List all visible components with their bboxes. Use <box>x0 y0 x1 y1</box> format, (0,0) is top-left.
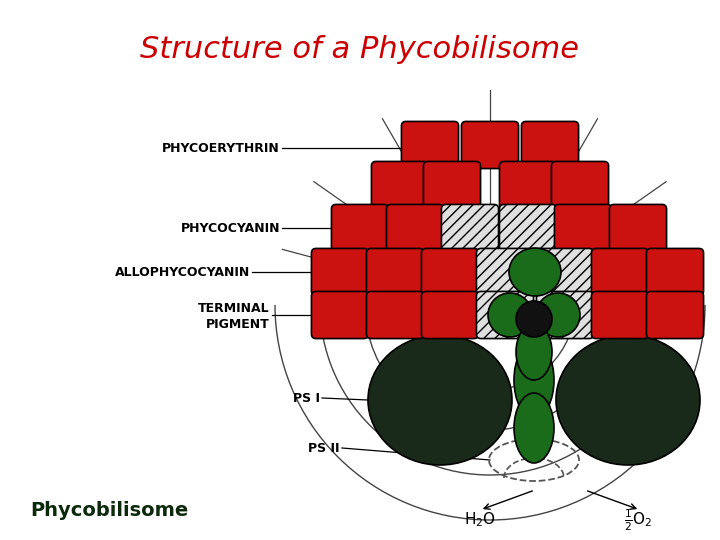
FancyBboxPatch shape <box>423 161 480 208</box>
FancyBboxPatch shape <box>647 248 703 295</box>
Ellipse shape <box>516 324 552 380</box>
FancyBboxPatch shape <box>387 205 444 252</box>
Ellipse shape <box>556 335 700 465</box>
FancyBboxPatch shape <box>312 248 369 295</box>
FancyBboxPatch shape <box>312 292 369 339</box>
Ellipse shape <box>368 335 512 465</box>
Text: Phycobilisome: Phycobilisome <box>30 501 188 519</box>
FancyBboxPatch shape <box>421 248 479 295</box>
FancyBboxPatch shape <box>366 292 423 339</box>
Ellipse shape <box>514 393 554 463</box>
FancyBboxPatch shape <box>441 205 498 252</box>
FancyBboxPatch shape <box>536 292 593 339</box>
FancyBboxPatch shape <box>536 248 593 295</box>
Text: ALLOPHYCOCYANIN: ALLOPHYCOCYANIN <box>114 266 250 279</box>
FancyBboxPatch shape <box>477 248 534 295</box>
Text: PHYCOERYTHRIN: PHYCOERYTHRIN <box>162 141 280 154</box>
Ellipse shape <box>509 248 561 296</box>
FancyBboxPatch shape <box>554 205 611 252</box>
FancyBboxPatch shape <box>500 205 557 252</box>
Text: PHYCOCYANIN: PHYCOCYANIN <box>181 221 280 234</box>
Text: $\frac{1}{2}$O$_2$: $\frac{1}{2}$O$_2$ <box>624 507 652 533</box>
FancyBboxPatch shape <box>521 122 579 168</box>
FancyBboxPatch shape <box>366 248 423 295</box>
Ellipse shape <box>536 293 580 337</box>
FancyBboxPatch shape <box>500 161 557 208</box>
FancyBboxPatch shape <box>421 292 479 339</box>
Text: TERMINAL: TERMINAL <box>199 301 270 314</box>
Text: PS II: PS II <box>308 442 340 455</box>
Ellipse shape <box>488 293 532 337</box>
Text: Structure of a Phycobilisome: Structure of a Phycobilisome <box>140 35 580 64</box>
FancyBboxPatch shape <box>331 205 389 252</box>
FancyBboxPatch shape <box>591 248 649 295</box>
FancyBboxPatch shape <box>609 205 667 252</box>
FancyBboxPatch shape <box>591 292 649 339</box>
Text: PIGMENT: PIGMENT <box>206 318 270 330</box>
Text: H$_2$O: H$_2$O <box>464 511 496 529</box>
FancyBboxPatch shape <box>647 292 703 339</box>
FancyBboxPatch shape <box>402 122 459 168</box>
Ellipse shape <box>516 301 552 337</box>
FancyBboxPatch shape <box>372 161 428 208</box>
Text: PS I: PS I <box>293 392 320 404</box>
FancyBboxPatch shape <box>462 122 518 168</box>
FancyBboxPatch shape <box>552 161 608 208</box>
FancyBboxPatch shape <box>477 292 534 339</box>
Ellipse shape <box>514 342 554 418</box>
